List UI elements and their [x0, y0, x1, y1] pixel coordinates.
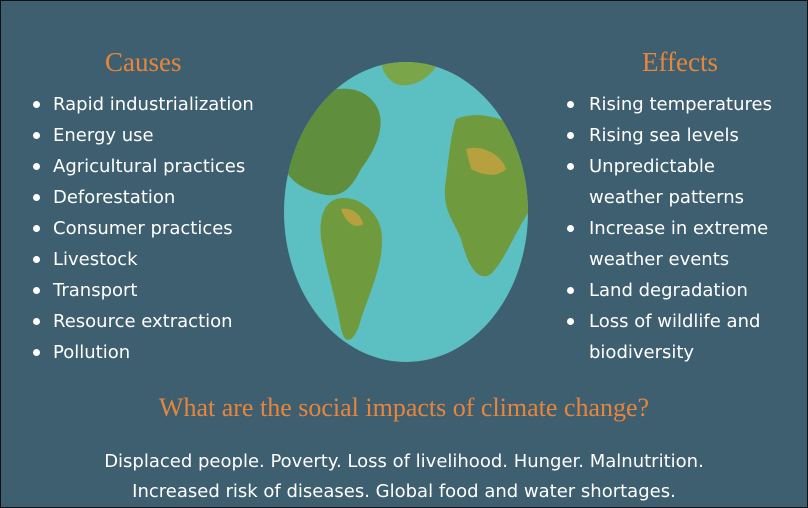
effect-item: Unpredictable: [589, 156, 715, 177]
effect-item: Rising temperatures: [589, 94, 772, 115]
bullet: [33, 225, 40, 232]
bullet: [33, 318, 40, 325]
bullet: [567, 287, 574, 294]
effect-item: biodiversity: [589, 342, 695, 363]
effect-item: Rising sea levels: [589, 125, 739, 146]
bullet: [567, 101, 574, 108]
globe: [284, 62, 528, 362]
effect-item: Land degradation: [589, 280, 748, 301]
social-title: What are the social impacts of climate c…: [158, 393, 650, 422]
cause-item: Energy use: [53, 125, 154, 146]
bullet: [33, 132, 40, 139]
bullet: [567, 318, 574, 325]
effect-item: weather patterns: [589, 187, 745, 208]
effect-item: Increase in extreme: [589, 218, 769, 239]
cause-item: Rapid industrialization: [53, 94, 254, 115]
bullet: [33, 287, 40, 294]
causes-title: Causes: [105, 47, 182, 77]
cause-item: Livestock: [53, 249, 138, 270]
effect-item: Loss of wildlife and: [589, 311, 761, 332]
cause-item: Transport: [53, 280, 138, 301]
social-line: Displaced people. Poverty. Loss of livel…: [104, 451, 704, 472]
cause-item: Pollution: [53, 342, 131, 363]
bullet: [567, 132, 574, 139]
bullet: [33, 349, 40, 356]
bullet: [567, 163, 574, 170]
bullet: [33, 256, 40, 263]
bullet: [33, 163, 40, 170]
cause-item: Agricultural practices: [53, 156, 246, 177]
bullet: [33, 101, 40, 108]
bullet: [33, 194, 40, 201]
bullet: [567, 225, 574, 232]
cause-item: Resource extraction: [53, 311, 233, 332]
cause-item: Consumer practices: [53, 218, 233, 239]
social-line: Increased risk of diseases. Global food …: [132, 481, 676, 502]
cause-item: Deforestation: [53, 187, 176, 208]
effect-item: weather events: [589, 249, 730, 270]
effects-title: Effects: [642, 47, 718, 77]
